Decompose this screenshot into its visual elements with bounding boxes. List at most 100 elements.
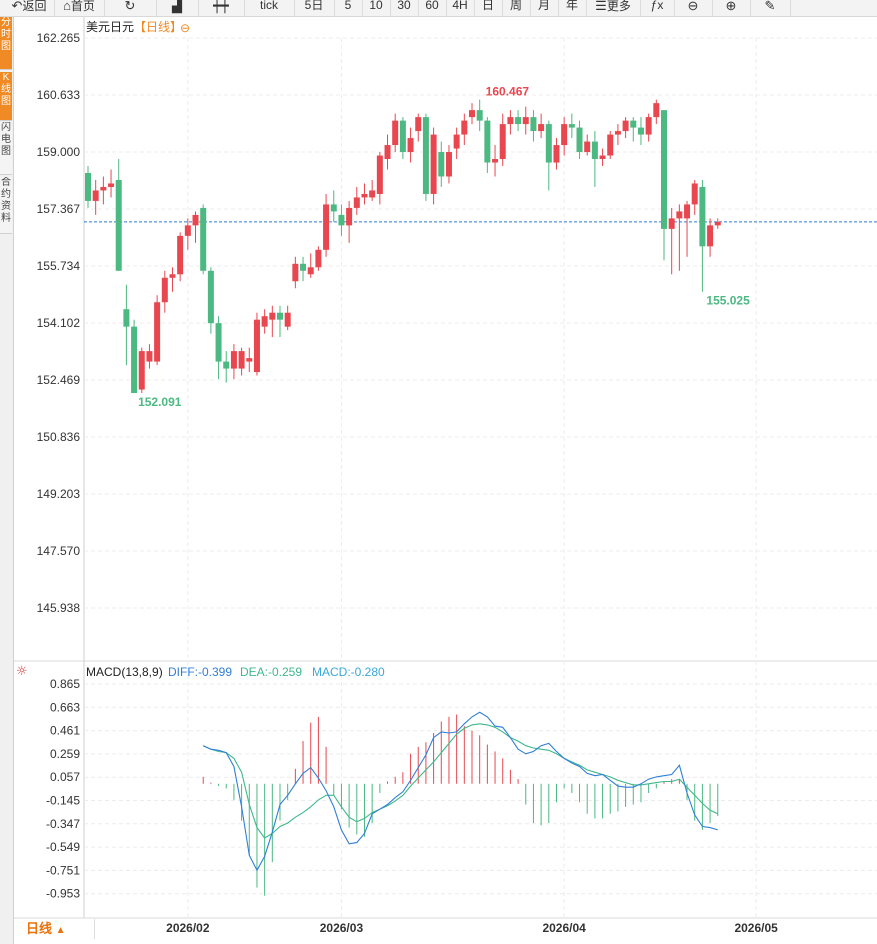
macd-tick-label: -0.751 bbox=[46, 863, 80, 877]
candle-body bbox=[207, 270, 214, 324]
time-tick-label: 2026/04 bbox=[542, 921, 586, 935]
side-tab-2[interactable]: K线图 bbox=[0, 72, 12, 121]
candle-body bbox=[284, 312, 291, 327]
toolbar-5day-button[interactable]: 5日 bbox=[294, 0, 335, 16]
time-tick-label: 2026/03 bbox=[320, 921, 364, 935]
candle-body bbox=[461, 120, 468, 135]
candle-body bbox=[215, 323, 222, 362]
candle-body bbox=[507, 117, 514, 125]
zoom-out-icon: ⊖ bbox=[687, 0, 699, 13]
toolbar-m30-button[interactable]: 30 bbox=[390, 0, 419, 16]
macd-tick-label: 0.865 bbox=[50, 677, 80, 691]
toolbar-candle-button[interactable]: ┿┿ bbox=[198, 0, 245, 16]
toolbar-label: 4H bbox=[452, 0, 468, 12]
toolbar-m10-button[interactable]: 10 bbox=[362, 0, 391, 16]
settings-gear-icon: ☼ bbox=[16, 664, 28, 679]
candle-body bbox=[253, 319, 260, 373]
candle-body bbox=[123, 309, 130, 327]
candle-body bbox=[707, 225, 714, 247]
candle-body bbox=[154, 302, 161, 362]
candle-body bbox=[269, 312, 276, 320]
candle-body bbox=[591, 141, 598, 160]
time-tick-label: 2026/05 bbox=[734, 921, 778, 935]
price-tick-label: 152.469 bbox=[37, 373, 81, 387]
price-tick-label: 149.203 bbox=[37, 487, 81, 501]
toolbar: ↶返回 ⌂首页 ↻ ▟ ┿┿ tick 5日 5 10 30 60 4H 日周月年 ☰更多 ƒx ⊖ ⊕ ✎ bbox=[0, 0, 877, 17]
candle-body bbox=[300, 263, 307, 271]
candle-body bbox=[661, 110, 667, 229]
time-tick-label: 2026/02 bbox=[166, 921, 210, 935]
candle-body bbox=[476, 110, 483, 121]
candle-body bbox=[177, 235, 184, 275]
toolbar-home-button[interactable]: ⌂首页 bbox=[54, 0, 105, 16]
side-tab-1[interactable]: 分时图 bbox=[0, 17, 12, 70]
toolbar-h4-button[interactable]: 4H bbox=[446, 0, 475, 16]
candle-body bbox=[230, 351, 237, 369]
candle-body bbox=[200, 207, 207, 271]
toolbar-day-button[interactable]: 日 bbox=[474, 0, 503, 16]
toolbar-zoom-in-button[interactable]: ⊕ bbox=[712, 0, 751, 16]
toolbar-label: 返回 bbox=[22, 0, 47, 13]
toolbar-zoom-out-button[interactable]: ⊖ bbox=[674, 0, 713, 16]
toolbar-label: 30 bbox=[397, 0, 411, 12]
toolbar-m60-button[interactable]: 60 bbox=[418, 0, 447, 16]
period-tab[interactable]: 日线 ▲ bbox=[14, 919, 95, 939]
side-tab-3[interactable]: 闪电图 bbox=[0, 122, 12, 175]
last-low-annotation: 155.025 bbox=[706, 294, 750, 308]
toolbar-bar-chart-button[interactable]: ▟ bbox=[156, 0, 199, 16]
refresh-icon: ↻ bbox=[124, 0, 136, 13]
side-tab-4[interactable]: 合约资料 bbox=[0, 177, 12, 234]
toolbar-month-button[interactable]: 月 bbox=[530, 0, 559, 16]
candle-body bbox=[607, 134, 614, 156]
toolbar-label: 5日 bbox=[304, 0, 324, 12]
period-tab-label: 日线 bbox=[26, 921, 53, 936]
price-tick-label: 145.938 bbox=[37, 601, 81, 615]
candle-body bbox=[599, 155, 606, 160]
candle-body bbox=[100, 186, 107, 191]
candle-body bbox=[353, 197, 360, 208]
price-tick-label: 159.000 bbox=[37, 145, 81, 159]
candlestick-icon: ┿┿ bbox=[213, 0, 229, 13]
toolbar-back-button[interactable]: ↶返回 bbox=[4, 0, 55, 16]
toolbar-tick-button[interactable]: tick bbox=[244, 0, 295, 16]
candle-body bbox=[614, 131, 621, 135]
toolbar-fx-button[interactable]: ƒx bbox=[640, 0, 675, 16]
toolbar-label: tick bbox=[260, 0, 278, 12]
candle-body bbox=[369, 190, 376, 198]
macd-dea-value: DEA:-0.259 bbox=[240, 665, 302, 679]
back-arrow-icon: ↶ bbox=[11, 0, 23, 13]
instrument-name: 美元日元 bbox=[86, 20, 134, 34]
candle-body bbox=[530, 117, 537, 132]
toolbar-week-button[interactable]: 周 bbox=[502, 0, 531, 16]
candle-body bbox=[307, 267, 314, 275]
macd-tick-label: -0.145 bbox=[46, 794, 80, 808]
candle-body bbox=[184, 225, 191, 236]
macd-tick-label: 0.461 bbox=[50, 724, 80, 738]
toolbar-year-button[interactable]: 年 bbox=[558, 0, 587, 16]
toolbar-label: 日 bbox=[481, 0, 494, 12]
candle-body bbox=[115, 179, 122, 271]
candle-body bbox=[699, 186, 706, 247]
candle-body bbox=[676, 211, 683, 219]
candle-body bbox=[261, 316, 268, 327]
price-tick-label: 157.367 bbox=[37, 202, 81, 216]
toolbar-more-button[interactable]: ☰更多 bbox=[586, 0, 641, 16]
candle-body bbox=[515, 117, 522, 125]
toolbar-label: 60 bbox=[425, 0, 439, 12]
price-tick-label: 150.836 bbox=[37, 430, 81, 444]
candle-body bbox=[169, 274, 176, 278]
macd-tick-label: 0.057 bbox=[50, 770, 80, 784]
candle-body bbox=[161, 277, 168, 303]
toolbar-pin-button[interactable]: ✎ bbox=[750, 0, 791, 16]
toolbar-refresh-button[interactable]: ↻ bbox=[104, 0, 157, 16]
candle-body bbox=[430, 134, 437, 194]
candle-body bbox=[85, 172, 91, 201]
candle-body bbox=[315, 249, 322, 268]
candle-body bbox=[492, 159, 499, 163]
toolbar-m5-button[interactable]: 5 bbox=[334, 0, 363, 16]
candle-body bbox=[684, 204, 691, 219]
candle-body bbox=[361, 193, 368, 198]
candle-body bbox=[561, 124, 568, 146]
price-tick-label: 160.633 bbox=[37, 88, 81, 102]
